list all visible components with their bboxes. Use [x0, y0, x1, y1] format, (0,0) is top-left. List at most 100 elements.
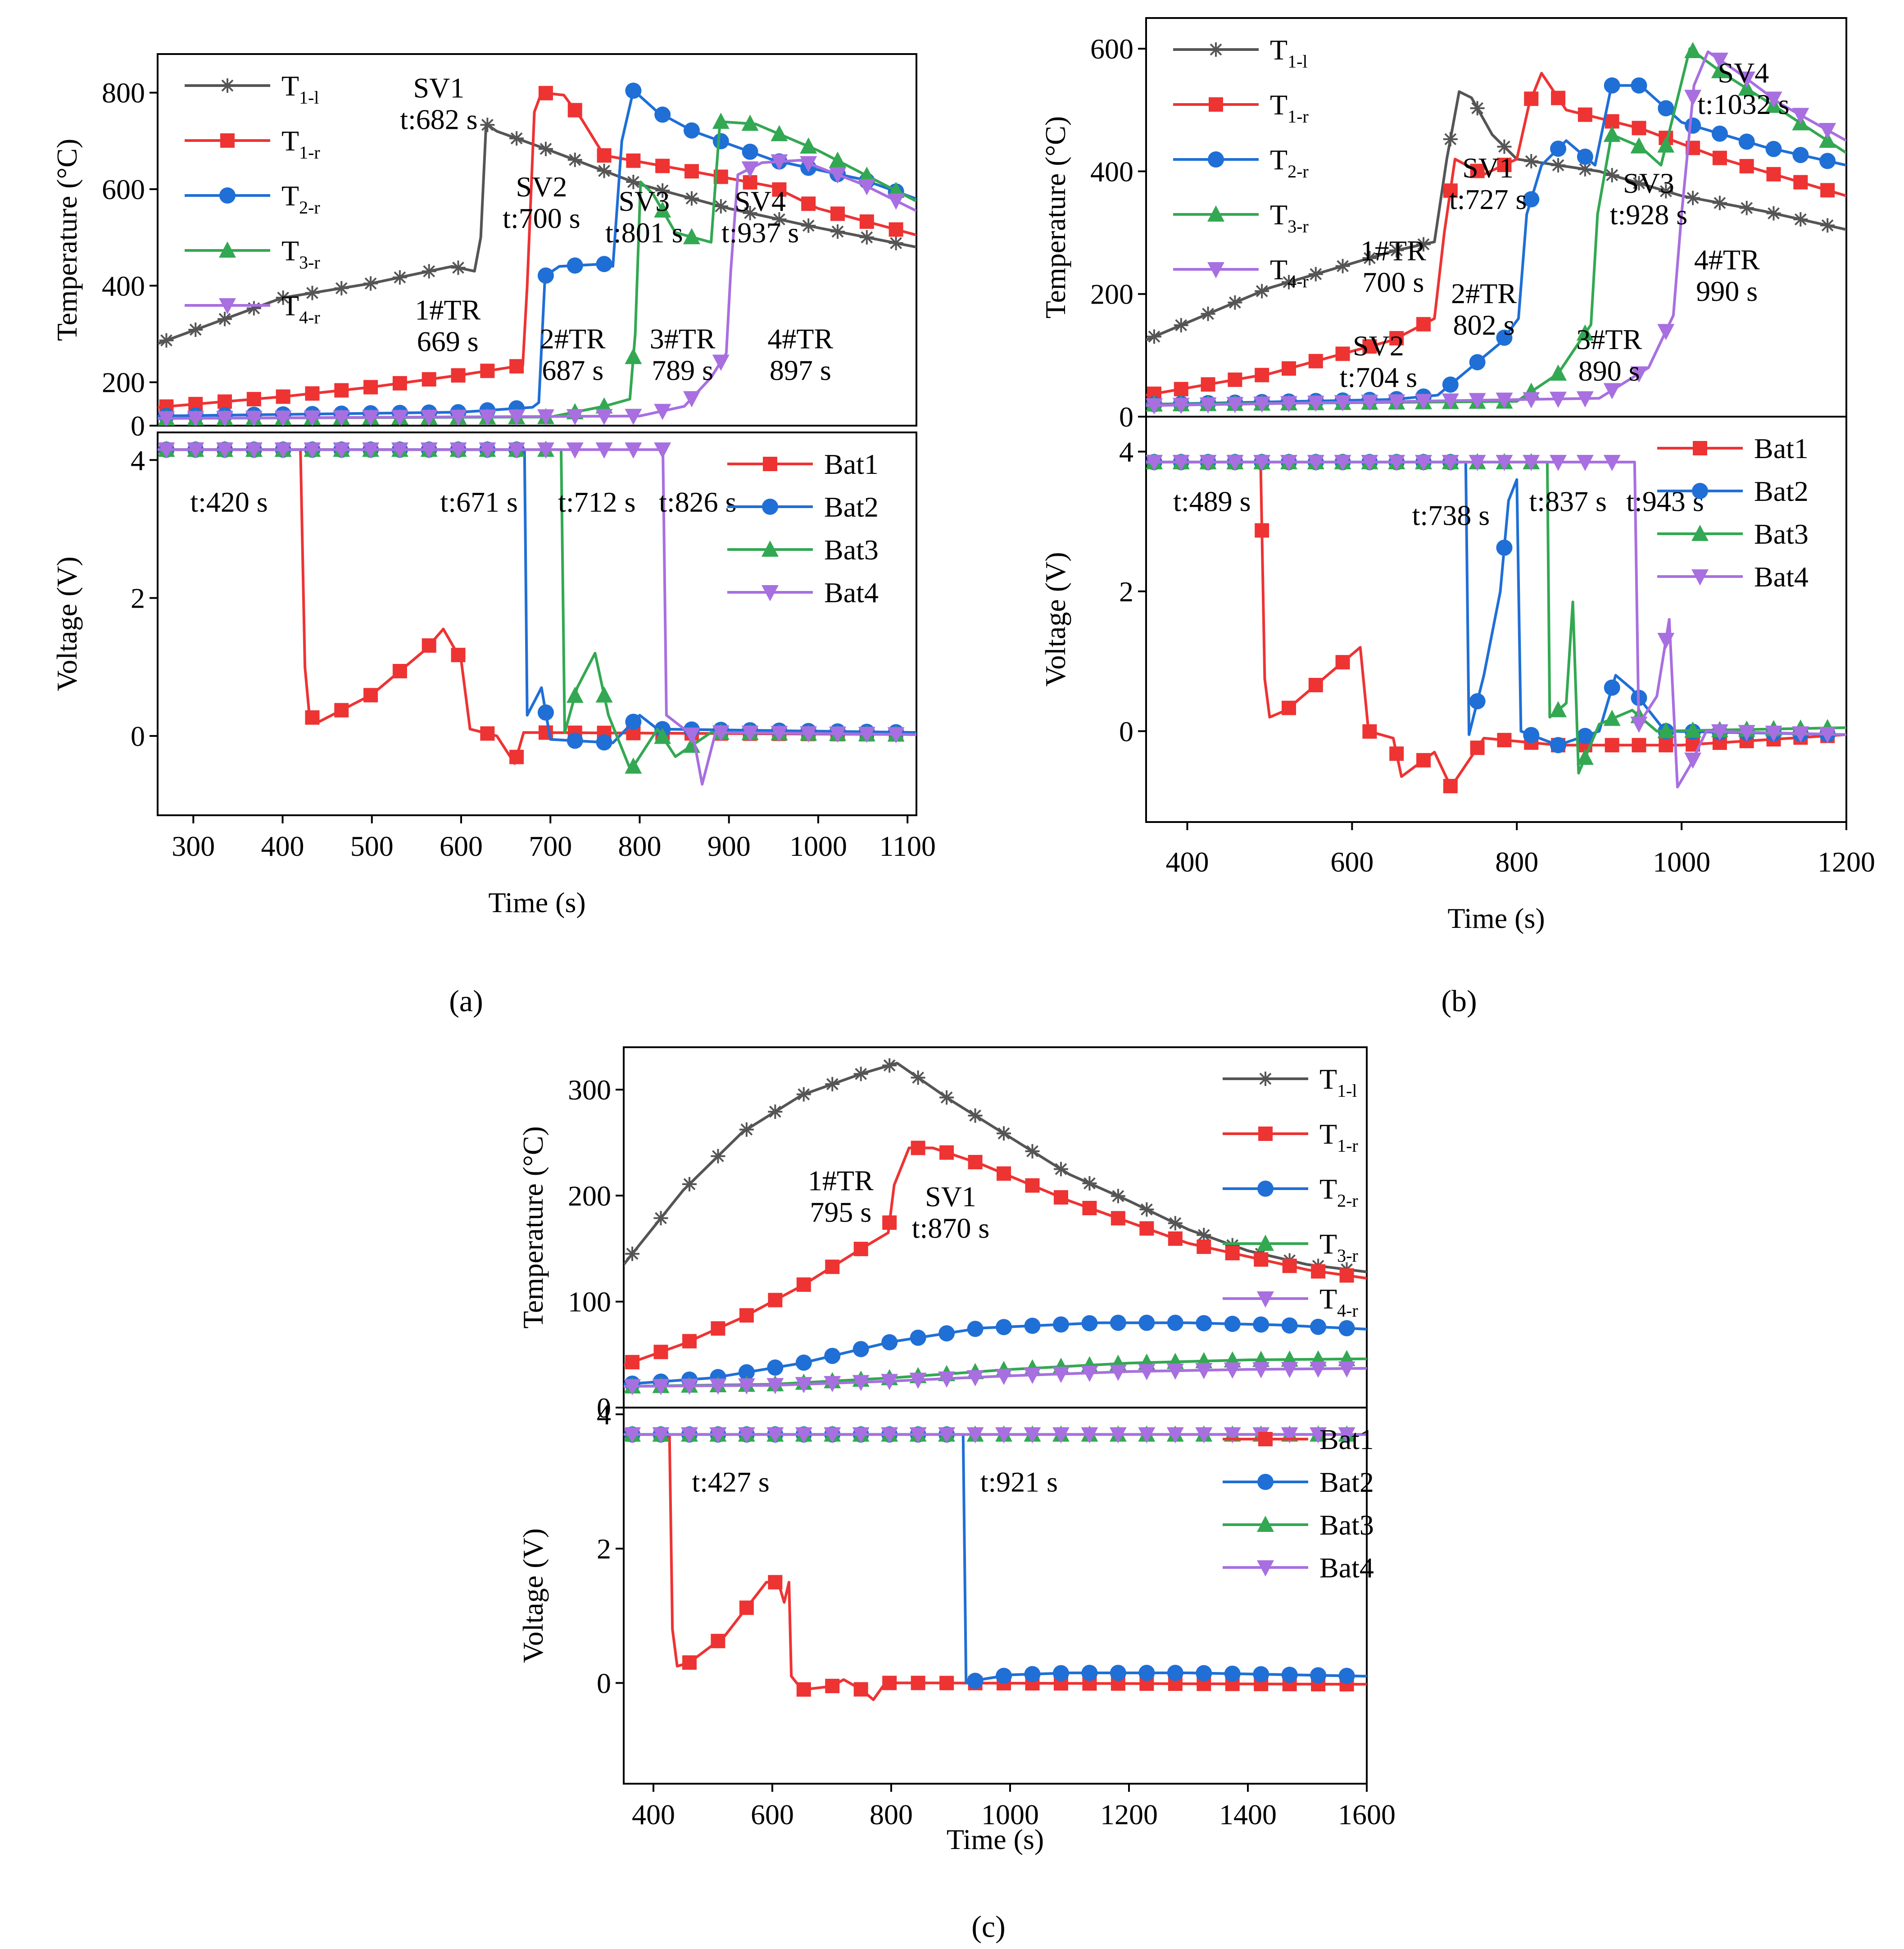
b-top-marker-T1l [1147, 329, 1161, 344]
b-top-marker-T4r [1361, 395, 1378, 411]
b-top-marker-T4r [1792, 108, 1809, 124]
b-xtick-label: 1200 [1818, 846, 1875, 878]
b-bottom-annotation: t:738 s [1412, 500, 1490, 532]
a-top-annotation: t:682 s [400, 103, 477, 135]
b-top-marker-T1r [1739, 159, 1754, 173]
b-bottom-marker-T4r [1819, 727, 1836, 743]
b-top-legend-sub: 2-r [1287, 161, 1309, 182]
c-bottom-legend-marker [1258, 1432, 1273, 1446]
c-top-marker-T4r [966, 1370, 984, 1386]
c-top-marker-T1l [1225, 1238, 1240, 1253]
a-top-marker-T1r [392, 376, 407, 391]
a-top-annotation: 4#TR [767, 323, 833, 355]
a-top-ylabel: Temperature (°C) [51, 139, 83, 341]
b-top-marker-T1l [1686, 191, 1700, 205]
a-top-marker-T3r [654, 201, 671, 218]
a-bottom-marker-T4r [771, 726, 788, 742]
a-top-ytick-label: 400 [102, 270, 145, 302]
b-top-marker-T4r [1172, 398, 1190, 414]
a-top-legend-sub: 1-l [299, 87, 319, 108]
c-top-marker-T2r [1024, 1318, 1041, 1334]
b-bottom-marker-T2r [1604, 679, 1620, 696]
b-xtick-label: 1000 [1653, 846, 1710, 878]
a-top-plot [158, 82, 916, 426]
b-top-annotation: SV2 [1353, 330, 1404, 362]
a-bottom-series-T2r [158, 448, 916, 745]
b-bottom-marker-T4r [1361, 454, 1378, 471]
b-bottom-marker-T4r [1765, 726, 1782, 742]
a-top-marker-T4r [245, 410, 263, 426]
a-top-marker-T4r [771, 154, 788, 171]
b-top-marker-T4r [1523, 392, 1540, 409]
c-top-legend-label: T4-r [1319, 1283, 1358, 1321]
c-top-frame [623, 1046, 1368, 1408]
a-bottom-marker-T4r [508, 442, 526, 459]
b-top-marker-T3r [1550, 364, 1567, 381]
a-bottom-marker-T4r [829, 727, 847, 743]
a-bottom-marker-T4r [712, 725, 730, 742]
a-top-marker-T1r [218, 394, 232, 409]
c-bottom-series-T1r [624, 1433, 1367, 1701]
b-top-marker-T1r [1335, 346, 1350, 361]
a-top-marker-T2r [596, 256, 612, 273]
c-bottom-marker-T2r [996, 1667, 1012, 1684]
b-top-marker-T1r [1497, 158, 1512, 173]
c-xtick-label: 600 [751, 1799, 794, 1831]
a-bottom-marker-T4r [683, 727, 700, 744]
b-top-marker-T4r [1603, 383, 1621, 400]
c-top-legend-sub: 4-r [1337, 1300, 1358, 1321]
c-top-marker-T1r [768, 1293, 783, 1308]
c-top-marker-T4r [1024, 1367, 1041, 1384]
a-bottom-marker-T4r [274, 442, 292, 459]
c-top-marker-T2r [938, 1325, 955, 1342]
b-bottom-legend-marker [1691, 569, 1709, 586]
a-top-marker-T4r [449, 409, 467, 426]
a-bottom-marker-T4r [304, 442, 321, 459]
a-bottom-marker-T1r [305, 710, 320, 725]
c-bottom-annotation: t:921 s [980, 1466, 1058, 1498]
c-top-marker-T4r [1109, 1364, 1127, 1381]
b-top-marker-T1l [1632, 176, 1646, 191]
c-top-marker-T1l [682, 1177, 697, 1191]
c-top-marker-T2r [738, 1364, 755, 1381]
b-top-marker-T4r [1765, 91, 1782, 108]
c-bottom-marker-T4r [1166, 1427, 1184, 1444]
a-xtick-label: 500 [350, 830, 394, 862]
a-top-annotation: t:700 s [503, 202, 580, 234]
c-bottom-legend: Bat1 Bat2 Bat3 Bat4 [1223, 1423, 1374, 1584]
b-bottom-marker-T4r [1792, 726, 1809, 743]
a-top-annotation: SV3 [618, 185, 670, 217]
c-top-marker-T1l [739, 1122, 754, 1137]
c-bottom-marker-T1r [911, 1676, 925, 1690]
a-top-marker-T2r [625, 82, 642, 99]
caption-b: (b) [1441, 984, 1477, 1018]
a-top-annotation: 1#TR [415, 294, 481, 326]
c-bottom-marker-T4r [824, 1427, 841, 1444]
c-top-marker-T4r [1252, 1362, 1270, 1379]
c-bottom-legend-label: Bat2 [1319, 1466, 1374, 1498]
c-top-legend-sub: 3-r [1337, 1245, 1358, 1266]
b-top-legend-marker [1207, 262, 1224, 278]
c-top-annotation: 1#TR [808, 1165, 874, 1197]
c-top-marker-T4r [1081, 1366, 1098, 1382]
c-top-legend-marker [1258, 1127, 1273, 1141]
a-top-annotation: 687 s [542, 354, 603, 386]
c-top-annotation: SV1 [925, 1181, 976, 1213]
a-top-marker-T3r [683, 228, 700, 245]
b-bottom-marker-T1r [1659, 738, 1673, 753]
a-top-marker-T1l [830, 224, 845, 239]
c-bottom-marker-T4r [966, 1427, 984, 1444]
c-top-legend-label: T1-r [1319, 1118, 1358, 1156]
b-top-annotation: 3#TR [1576, 323, 1642, 355]
a-bottom-legend-label: Bat3 [824, 534, 879, 566]
a-top-marker-T4r [858, 179, 875, 195]
b-bottom-series-T2r [1146, 460, 1846, 747]
b-bottom-marker-T4r [1738, 725, 1755, 741]
c-top-marker-T1r [711, 1321, 725, 1336]
a-top-marker-T1r [626, 153, 641, 168]
a-top-marker-T1r [567, 103, 582, 118]
a-top-marker-T4r [274, 410, 292, 426]
c-bottom-marker-T2r [1138, 1664, 1155, 1681]
c-bottom-marker-T4r [1310, 1427, 1327, 1444]
